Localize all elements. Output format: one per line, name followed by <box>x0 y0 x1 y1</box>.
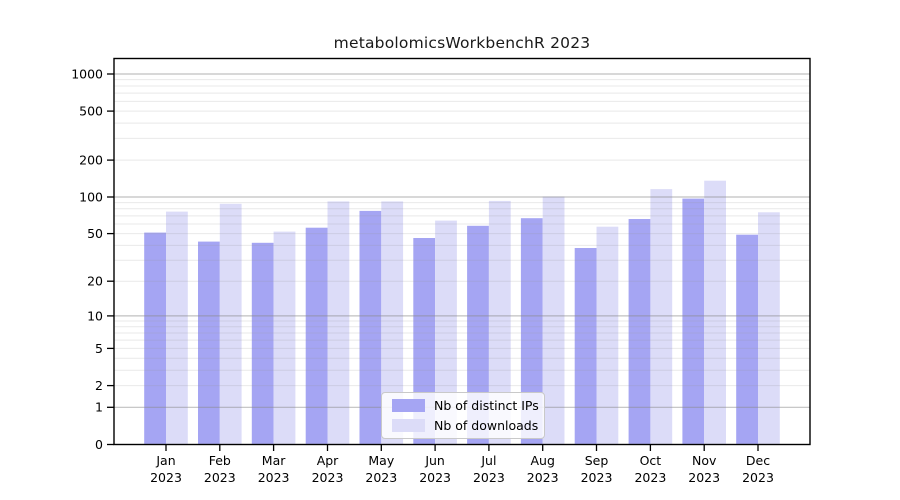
legend-swatch-distinct-ips <box>392 399 425 412</box>
plot-border <box>113 57 811 446</box>
y-tick-label: 50 <box>87 226 103 241</box>
y-tick-label: 1000 <box>71 66 103 81</box>
bar-distinct-ips-nov <box>682 198 705 444</box>
y-tick-label: 20 <box>87 274 103 289</box>
bar-distinct-ips-dec <box>736 234 758 444</box>
x-tick-label-year: 2023 <box>419 470 451 485</box>
x-tick-label-month: Aug <box>530 453 554 468</box>
y-tick-label: 10 <box>87 308 103 323</box>
bar-downloads-may <box>381 201 404 444</box>
x-tick-label-month: Dec <box>746 453 770 468</box>
y-tick-label: 0 <box>95 437 103 452</box>
bar-distinct-ips-jan <box>144 232 166 444</box>
bar-downloads-dec <box>758 212 780 444</box>
bar-distinct-ips-mar <box>251 242 274 444</box>
bar-distinct-ips-aug <box>520 218 543 444</box>
x-tick-label-year: 2023 <box>258 470 290 485</box>
bar-distinct-ips-feb <box>198 241 220 444</box>
legend-swatch-downloads <box>392 419 425 432</box>
y-tick-label: 200 <box>79 153 103 168</box>
x-tick-label-month: Feb <box>209 453 231 468</box>
y-tick-label: 100 <box>79 189 103 204</box>
bar-downloads-jun <box>435 220 457 444</box>
bar-downloads-nov <box>704 180 726 444</box>
bar-downloads-aug <box>542 196 565 444</box>
bar-distinct-ips-oct <box>628 219 651 444</box>
x-tick-label-month: May <box>368 453 394 468</box>
bar-distinct-ips-may <box>359 210 382 444</box>
x-tick-label-year: 2023 <box>527 470 559 485</box>
bar-distinct-ips-apr <box>305 227 328 444</box>
x-tick-label-month: Jun <box>424 453 445 468</box>
bar-downloads-mar <box>273 231 296 444</box>
bar-downloads-jul <box>488 200 511 444</box>
y-tick-label: 5 <box>95 341 103 356</box>
x-tick-label-year: 2023 <box>688 470 720 485</box>
legend: Nb of distinct IPs Nb of downloads <box>381 392 545 439</box>
bar-downloads-apr <box>327 201 350 444</box>
bar-distinct-ips-sep <box>574 248 597 444</box>
legend-label-distinct-ips: Nb of distinct IPs <box>434 398 539 413</box>
x-tick-label-month: Apr <box>317 453 339 468</box>
x-tick-label-year: 2023 <box>312 470 344 485</box>
x-tick-label-month: Nov <box>692 453 717 468</box>
x-tick-label-month: Jul <box>480 453 496 468</box>
bar-downloads-jan <box>166 211 188 444</box>
x-tick-label-year: 2023 <box>473 470 505 485</box>
bar-downloads-sep <box>596 226 619 444</box>
bar-downloads-feb <box>219 203 242 444</box>
x-tick-label-year: 2023 <box>204 470 236 485</box>
legend-item-distinct-ips: Nb of distinct IPs <box>392 397 544 414</box>
x-tick-label-year: 2023 <box>634 470 666 485</box>
legend-item-downloads: Nb of downloads <box>392 417 544 434</box>
y-tick-label: 1 <box>95 400 103 415</box>
x-tick-label-year: 2023 <box>365 470 397 485</box>
y-tick-label: 2 <box>95 378 103 393</box>
legend-label-downloads: Nb of downloads <box>434 418 539 433</box>
chart-title: metabolomicsWorkbenchR 2023 <box>333 34 591 52</box>
x-tick-label-month: Jan <box>155 453 175 468</box>
x-tick-label-month: Sep <box>585 453 609 468</box>
x-tick-label-year: 2023 <box>581 470 613 485</box>
x-tick-label-year: 2023 <box>742 470 774 485</box>
x-tick-label-month: Mar <box>262 453 286 468</box>
bar-distinct-ips-jul <box>467 225 489 444</box>
x-tick-label-year: 2023 <box>150 470 182 485</box>
x-tick-label-month: Oct <box>640 453 662 468</box>
y-tick-label: 500 <box>79 104 103 119</box>
